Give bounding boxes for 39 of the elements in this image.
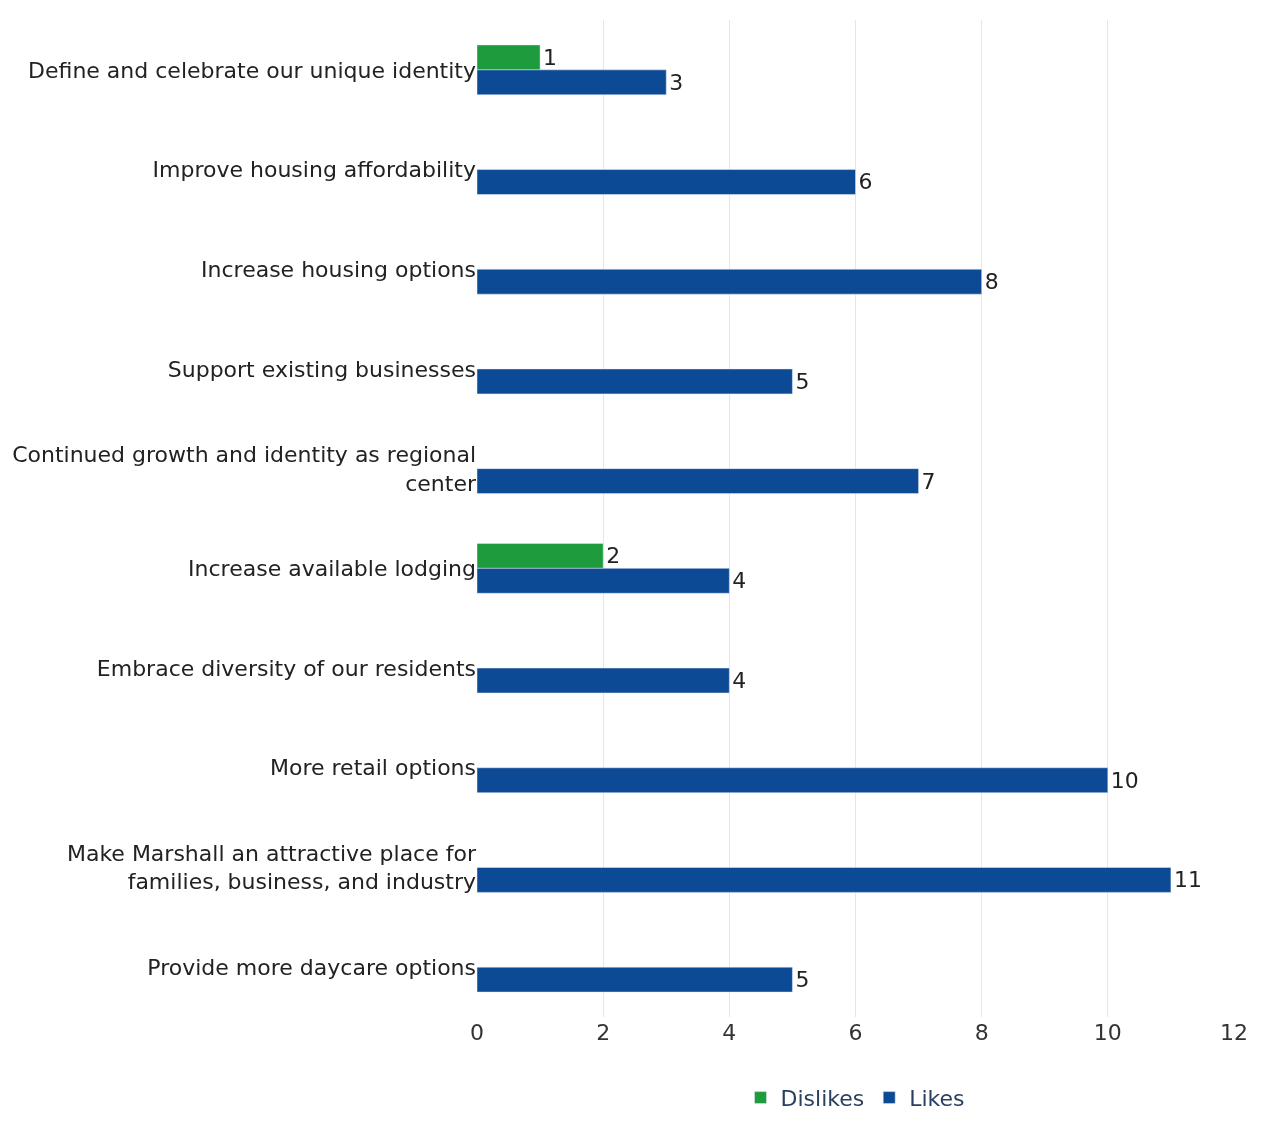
x-tick-label: 2	[596, 1020, 611, 1045]
y-tick-label: Increase housing options	[201, 256, 476, 282]
data-label: 6	[858, 169, 873, 195]
x-tick-label: 12	[1220, 1020, 1248, 1045]
data-label: 7	[921, 468, 936, 494]
data-label: 11	[1173, 867, 1202, 893]
bar	[477, 667, 730, 694]
bar	[477, 368, 793, 395]
data-label: 5	[795, 368, 810, 394]
data-label: 4	[732, 667, 747, 693]
y-tick-label: Make Marshall an attractive place for families, business, and industry	[66, 840, 477, 895]
y-tick-label: Increase available lodging	[188, 556, 476, 582]
bar	[477, 269, 982, 295]
y-tick-label: Provide more daycare options	[147, 954, 476, 980]
data-label: 8	[984, 269, 999, 295]
data-label: 1	[543, 44, 558, 70]
legend-label: Dislikes	[780, 1086, 865, 1112]
bar	[477, 468, 919, 494]
x-tick-label: 0	[470, 1020, 484, 1045]
data-label: 10	[1110, 767, 1139, 793]
y-tick-label: Continued growth and identity as regional center	[12, 442, 477, 496]
y-tick-label: Embrace diversity of our residents	[96, 655, 476, 681]
x-tick-label: 8	[974, 1020, 989, 1045]
bar	[477, 966, 793, 993]
x-tick-label: 4	[722, 1020, 737, 1045]
y-tick-label: Improve housing affordability	[152, 157, 476, 183]
data-label: 2	[606, 543, 621, 569]
y-tick-label: More retail options	[270, 755, 476, 781]
data-label: 4	[732, 568, 747, 594]
bar	[477, 767, 1109, 793]
data-label: 3	[669, 69, 684, 95]
legend-label: Likes	[909, 1086, 965, 1112]
data-label: 5	[795, 967, 810, 993]
y-tick-label: Support existing businesses	[167, 356, 476, 382]
bar	[477, 867, 1172, 893]
bar	[477, 169, 856, 195]
y-tick-label: Define and celebrate our unique identity	[28, 57, 476, 83]
x-tick-label: 10	[1093, 1020, 1122, 1045]
x-tick-label: 6	[848, 1020, 863, 1045]
